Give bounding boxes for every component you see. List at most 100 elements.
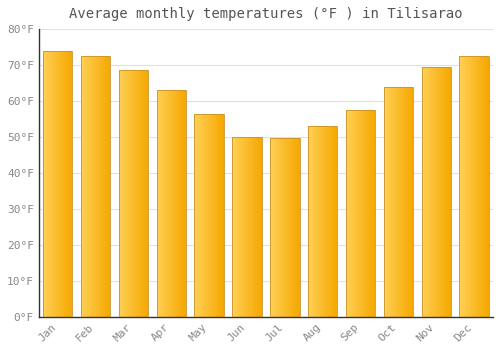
Bar [466, 56, 468, 317]
Bar [363, 110, 364, 317]
Bar [358, 110, 359, 317]
Bar [140, 70, 141, 317]
Bar [196, 114, 198, 317]
Bar [221, 114, 222, 317]
Bar [65, 51, 66, 317]
Bar [422, 67, 423, 317]
Bar [194, 114, 195, 317]
Bar [156, 90, 158, 317]
Bar [124, 70, 126, 317]
Bar [488, 56, 489, 317]
Bar [56, 51, 57, 317]
Bar [422, 67, 451, 317]
Bar [352, 110, 353, 317]
Bar [123, 70, 124, 317]
Bar [308, 126, 310, 317]
Bar [396, 86, 397, 317]
Bar [255, 137, 256, 317]
Bar [100, 56, 101, 317]
Bar [64, 51, 65, 317]
Bar [404, 86, 405, 317]
Bar [392, 86, 394, 317]
Bar [83, 56, 84, 317]
Bar [163, 90, 164, 317]
Bar [254, 137, 255, 317]
Bar [346, 110, 376, 317]
Bar [212, 114, 213, 317]
Bar [43, 51, 72, 317]
Bar [70, 51, 71, 317]
Bar [434, 67, 435, 317]
Bar [270, 138, 300, 317]
Bar [295, 138, 296, 317]
Bar [276, 138, 278, 317]
Bar [439, 67, 440, 317]
Bar [158, 90, 160, 317]
Bar [270, 138, 271, 317]
Bar [246, 137, 247, 317]
Bar [127, 70, 128, 317]
Bar [194, 114, 224, 317]
Bar [374, 110, 376, 317]
Bar [287, 138, 288, 317]
Bar [168, 90, 169, 317]
Bar [271, 138, 272, 317]
Bar [258, 137, 259, 317]
Bar [98, 56, 100, 317]
Bar [360, 110, 362, 317]
Bar [291, 138, 292, 317]
Bar [249, 137, 250, 317]
Bar [403, 86, 404, 317]
Bar [428, 67, 429, 317]
Bar [215, 114, 216, 317]
Bar [50, 51, 51, 317]
Bar [46, 51, 48, 317]
Bar [239, 137, 240, 317]
Bar [108, 56, 109, 317]
Bar [346, 110, 348, 317]
Bar [223, 114, 224, 317]
Bar [391, 86, 392, 317]
Bar [279, 138, 280, 317]
Bar [464, 56, 466, 317]
Bar [252, 137, 253, 317]
Bar [126, 70, 127, 317]
Bar [143, 70, 144, 317]
Bar [44, 51, 45, 317]
Bar [280, 138, 281, 317]
Bar [51, 51, 52, 317]
Bar [204, 114, 206, 317]
Bar [436, 67, 437, 317]
Bar [160, 90, 161, 317]
Bar [235, 137, 236, 317]
Bar [424, 67, 425, 317]
Bar [354, 110, 356, 317]
Bar [234, 137, 235, 317]
Bar [247, 137, 248, 317]
Bar [478, 56, 480, 317]
Bar [484, 56, 485, 317]
Bar [398, 86, 399, 317]
Bar [81, 56, 82, 317]
Bar [105, 56, 106, 317]
Bar [290, 138, 291, 317]
Bar [475, 56, 476, 317]
Bar [161, 90, 162, 317]
Bar [440, 67, 442, 317]
Bar [118, 70, 148, 317]
Bar [481, 56, 482, 317]
Bar [461, 56, 462, 317]
Bar [130, 70, 131, 317]
Bar [142, 70, 143, 317]
Bar [372, 110, 373, 317]
Bar [285, 138, 286, 317]
Bar [238, 137, 239, 317]
Bar [54, 51, 55, 317]
Bar [57, 51, 58, 317]
Bar [209, 114, 210, 317]
Bar [273, 138, 274, 317]
Bar [349, 110, 350, 317]
Bar [69, 51, 70, 317]
Bar [121, 70, 122, 317]
Bar [293, 138, 294, 317]
